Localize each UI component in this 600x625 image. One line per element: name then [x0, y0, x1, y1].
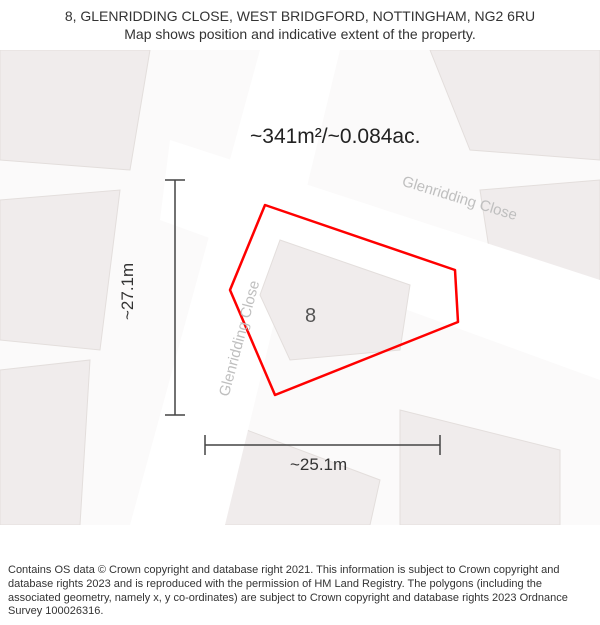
- map-area: ~341m²/~0.084ac. ~25.1m ~27.1m 8 Glenrid…: [0, 50, 600, 525]
- height-dimension-label: ~27.1m: [118, 263, 138, 320]
- area-label: ~341m²/~0.084ac.: [250, 125, 420, 149]
- plot-number: 8: [305, 305, 316, 328]
- header: 8, GLENRIDDING CLOSE, WEST BRIDGFORD, NO…: [0, 0, 600, 46]
- map-svg: [0, 50, 600, 525]
- subtitle: Map shows position and indicative extent…: [20, 26, 580, 42]
- width-dimension-label: ~25.1m: [290, 455, 347, 475]
- address-title: 8, GLENRIDDING CLOSE, WEST BRIDGFORD, NO…: [20, 8, 580, 24]
- copyright-footer: Contains OS data © Crown copyright and d…: [8, 564, 592, 619]
